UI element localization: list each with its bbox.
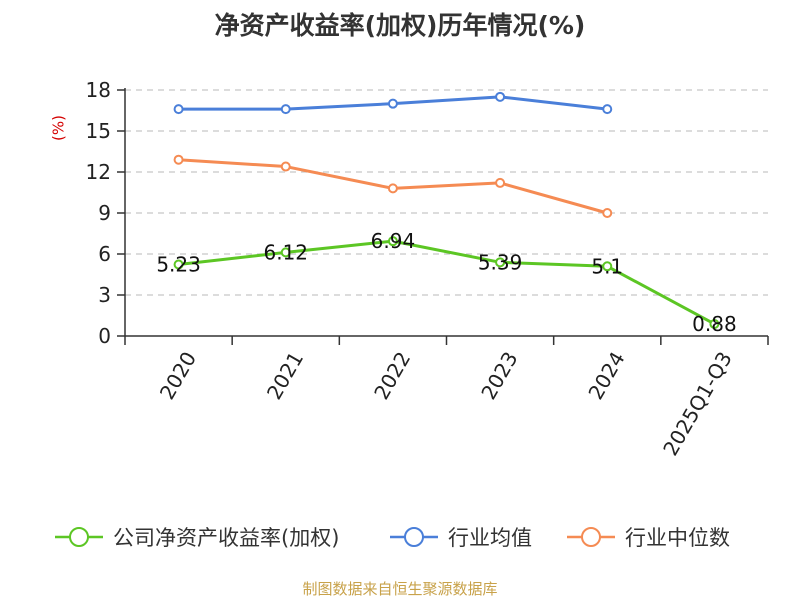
legend-label: 行业均值 — [448, 526, 532, 550]
x-tick-label: 2021 — [262, 348, 308, 404]
legend-item: 行业均值 — [390, 526, 532, 550]
data-point — [602, 261, 613, 272]
data-label: 6.94 — [371, 229, 416, 253]
data-point — [387, 183, 398, 194]
x-tick-label: 2025Q1-Q3 — [658, 348, 737, 460]
series-lines — [173, 91, 720, 329]
x-tick-label: 2022 — [369, 348, 415, 404]
data-point — [495, 177, 506, 188]
data-point — [387, 98, 398, 109]
y-axis-label: (%) — [49, 115, 67, 141]
legend-marker — [69, 527, 89, 547]
y-tick-label: 6 — [98, 242, 111, 266]
y-tick-label: 3 — [98, 283, 111, 307]
data-point — [173, 259, 184, 270]
data-labels: 5.23 6.12 6.94 5.39 5.1 0.88 — [156, 229, 736, 336]
data-point — [280, 104, 291, 115]
y-tick-label: 0 — [98, 324, 111, 348]
legend-label: 行业中位数 — [625, 526, 730, 550]
data-point — [280, 161, 291, 172]
legend-marker — [404, 527, 424, 547]
data-point — [173, 154, 184, 165]
data-point — [173, 104, 184, 115]
y-tick-label: 18 — [86, 78, 111, 102]
legend-item: 行业中位数 — [567, 526, 730, 550]
source-note: 制图数据来自恒生聚源数据库 — [302, 580, 498, 598]
y-tick-label: 9 — [98, 201, 111, 225]
axes: 0 3 6 9 12 15 18 2020 2021 2022 2023 2024 2025Q1-Q3 (… — [49, 78, 769, 460]
data-label: 5.23 — [156, 253, 201, 277]
legend-marker — [581, 527, 601, 547]
chart-title: 净资产收益率(加权)历年情况(%) — [214, 11, 586, 40]
series-line — [178, 239, 716, 326]
data-point — [280, 247, 291, 258]
x-tick-label: 2023 — [476, 348, 522, 404]
legend: 公司净资产收益率(加权) 行业均值 行业中位数 — [55, 526, 730, 550]
legend-item: 公司净资产收益率(加权) — [55, 526, 339, 550]
x-tick-label: 2024 — [583, 348, 629, 404]
y-tick-label: 15 — [86, 119, 111, 143]
x-tick-label: 2020 — [155, 348, 201, 404]
grid-lines — [125, 89, 768, 296]
data-point — [709, 318, 720, 329]
data-point — [602, 208, 613, 218]
data-point — [387, 236, 398, 247]
data-label: 0.88 — [692, 312, 737, 336]
data-point — [602, 104, 613, 115]
data-point — [495, 91, 506, 102]
data-label: 6.12 — [263, 240, 308, 264]
y-tick-label: 12 — [86, 160, 111, 184]
legend-label: 公司净资产收益率(加权) — [113, 526, 339, 550]
data-point — [495, 257, 506, 268]
data-label: 5.1 — [591, 254, 623, 278]
data-label: 5.39 — [478, 250, 523, 274]
